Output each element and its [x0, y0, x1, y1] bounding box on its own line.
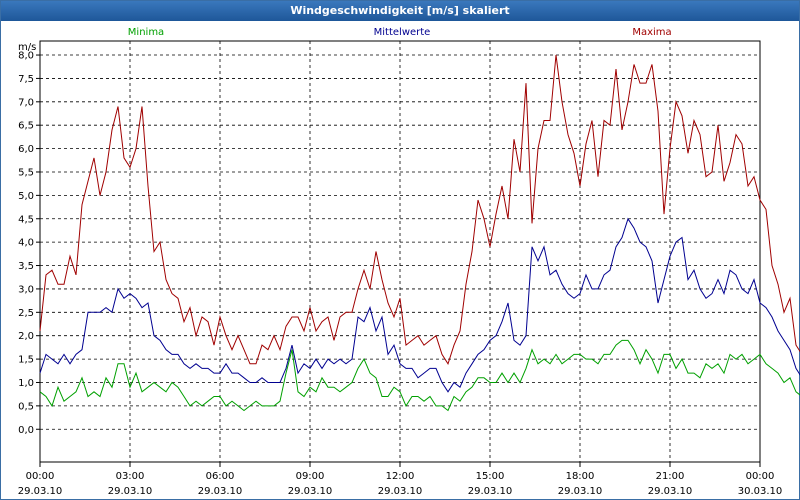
x-tick-time: 00:00 [746, 471, 775, 482]
x-tick-time: 12:00 [386, 471, 415, 482]
y-tick-label: 1,0 [18, 378, 34, 389]
x-tick-time: 18:00 [566, 471, 595, 482]
grid-lines [40, 41, 760, 462]
legend-minima: Minima [128, 27, 164, 38]
series-line-mittelwerte [39, 217, 800, 393]
x-tick-date: 29.03.10 [288, 486, 333, 497]
y-tick-label: 5,5 [18, 167, 34, 178]
y-tick-label: 4,0 [18, 238, 34, 249]
y-tick-label: 0,0 [18, 425, 34, 436]
x-tick-date: 29.03.10 [108, 486, 153, 497]
x-tick-time: 06:00 [206, 471, 235, 482]
x-tick-time: 09:00 [296, 471, 325, 482]
x-tick-time: 00:00 [26, 471, 55, 482]
y-tick-label: 0,5 [18, 401, 34, 412]
window-title: Windgeschwindigkeit [m/s] skaliert [1, 1, 799, 21]
x-tick-date: 29.03.10 [18, 486, 63, 497]
y-tick-label: 2,5 [18, 308, 34, 319]
y-axis-label: m/s [18, 42, 36, 53]
y-tick-label: 6,0 [18, 144, 34, 155]
series-line-maxima [39, 54, 800, 365]
y-tick-label: 7,5 [18, 74, 34, 85]
y-tick-label: 2,0 [18, 331, 34, 342]
x-tick-date: 29.03.10 [468, 486, 513, 497]
y-tick-label: 8,0 [18, 51, 34, 62]
legend: Minima Mittelwerte Maxima [128, 27, 672, 38]
series-line-minima [39, 339, 800, 412]
legend-mittelwerte: Mittelwerte [374, 27, 431, 38]
x-tick-date: 29.03.10 [648, 486, 693, 497]
x-tick-time: 03:00 [116, 471, 145, 482]
series-lines [39, 54, 800, 412]
y-tick-label: 3,5 [18, 261, 34, 272]
x-tick-date: 29.03.10 [378, 486, 423, 497]
y-tick-label: 7,0 [18, 97, 34, 108]
y-axis: 0,0 0,5 1,0 1,5 2,0 2,5 3,0 3,5 4,0 4,5 5,0 5,5 6,0 6… [18, 51, 40, 436]
x-tick-date: 29.03.10 [198, 486, 243, 497]
y-tick-label: 4,5 [18, 214, 34, 225]
y-tick-label: 5,0 [18, 191, 34, 202]
x-tick-date: 29.03.10 [558, 486, 603, 497]
y-tick-label: 3,0 [18, 284, 34, 295]
x-tick-time: 15:00 [476, 471, 505, 482]
y-tick-label: 6,5 [18, 121, 34, 132]
y-tick-label: 1,5 [18, 355, 34, 366]
legend-maxima: Maxima [632, 27, 671, 38]
x-axis: 00:00 29.03.10 03:00 29.03.10 06:00 29.03.10 0… [18, 462, 783, 497]
x-tick-date: 30.03.10 [738, 486, 783, 497]
x-tick-time: 21:00 [656, 471, 685, 482]
